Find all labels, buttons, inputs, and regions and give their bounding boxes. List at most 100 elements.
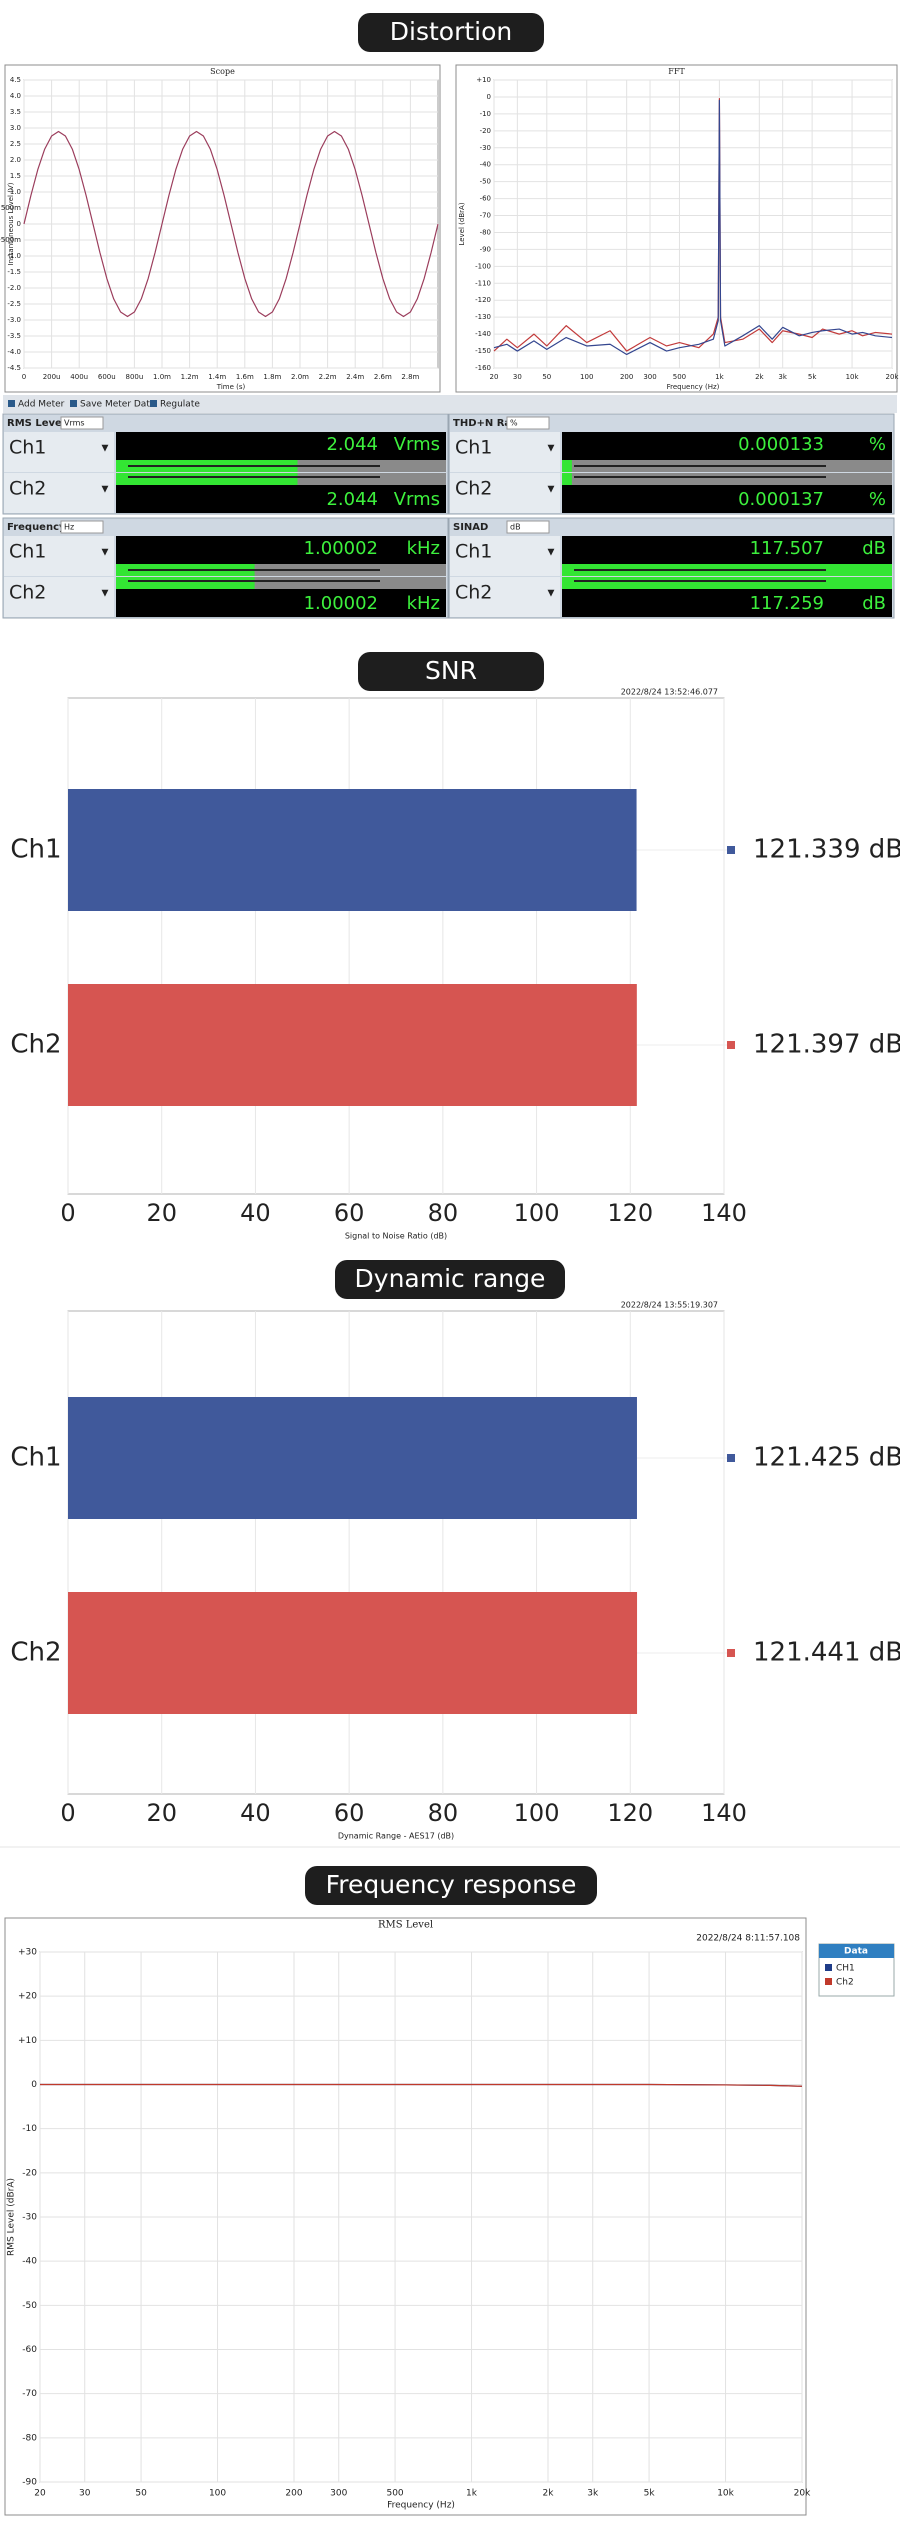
y-tick-label: -20 — [22, 2168, 37, 2178]
x-axis-label: Frequency (Hz) — [387, 2501, 455, 2511]
channel-label: Ch1 — [455, 541, 492, 563]
y-tick-label: -1.5 — [7, 268, 21, 276]
channel-dropdown[interactable]: ▼ — [102, 548, 109, 558]
x-tick-label: 2.8m — [401, 373, 419, 381]
x-tick-label: 50 — [542, 373, 551, 381]
meter-unit: Vrms — [394, 489, 440, 510]
x-tick-label: 1.0m — [153, 373, 171, 381]
x-tick-label: 1k — [466, 2489, 478, 2499]
y-tick-label: +10 — [476, 76, 491, 84]
y-tick-label: -3.5 — [7, 332, 21, 340]
y-tick-label: -10 — [22, 2124, 37, 2134]
legend-swatch — [825, 1964, 832, 1971]
toolbar-icon — [70, 400, 77, 407]
x-tick-label: 120 — [607, 1799, 653, 1827]
x-tick-label: 20 — [490, 373, 499, 381]
channel-cell — [4, 432, 114, 472]
y-tick-label: +20 — [18, 1992, 37, 2002]
x-tick-label: 140 — [701, 1799, 747, 1827]
y-tick-label: 3.0 — [10, 124, 21, 132]
meter-bar — [562, 473, 572, 485]
x-tick-label: 1.2m — [181, 373, 199, 381]
value-label: 121.397 dB — [753, 1030, 900, 1060]
legend-label: Ch2 — [836, 1978, 854, 1988]
section-heading: Frequency response — [326, 1870, 577, 1899]
x-tick-label: 20 — [34, 2489, 46, 2499]
series-line — [40, 2083, 803, 2087]
channel-cell — [450, 432, 560, 472]
unit-select[interactable] — [60, 416, 104, 430]
y-tick-label: 2.0 — [10, 156, 21, 164]
y-tick-label: 0 — [17, 220, 21, 228]
y-tick-label: -110 — [475, 279, 491, 287]
x-axis-label: Frequency (Hz) — [667, 383, 720, 391]
meter-unit: dB — [862, 538, 886, 559]
x-tick-label: 300 — [330, 2489, 347, 2499]
bar — [68, 789, 637, 911]
chart-panel — [67, 697, 725, 1195]
category-label: Ch2 — [10, 1638, 61, 1668]
y-tick-label: -70 — [480, 212, 491, 220]
x-tick-label: 20 — [146, 1199, 177, 1227]
category-label: Ch1 — [10, 1443, 61, 1473]
channel-dropdown[interactable]: ▼ — [548, 589, 555, 599]
channel-dropdown[interactable]: ▼ — [102, 589, 109, 599]
chart-title: RMS Level — [378, 1920, 433, 1931]
unit-select-text: Hz — [64, 523, 74, 532]
x-axis-label: Signal to Noise Ratio (dB) — [345, 1232, 447, 1241]
y-tick-label: -40 — [22, 2257, 37, 2267]
x-tick-label: 60 — [334, 1799, 365, 1827]
category-label: Ch1 — [10, 835, 61, 865]
y-tick-label: -1.0 — [7, 252, 21, 260]
channel-cell — [4, 536, 114, 576]
chart-panel — [67, 1310, 725, 1795]
x-tick-label: 2.2m — [319, 373, 337, 381]
channel-dropdown[interactable]: ▼ — [102, 485, 109, 495]
toolbar-button[interactable]: Save Meter Data — [80, 400, 155, 410]
meter-bar — [562, 460, 572, 472]
channel-dropdown[interactable]: ▼ — [548, 444, 555, 454]
y-tick-label: -500m — [0, 236, 21, 244]
channel-dropdown[interactable]: ▼ — [548, 485, 555, 495]
channel-label: Ch2 — [455, 478, 492, 500]
meter-bar-track — [562, 473, 892, 485]
x-tick-label: 2.4m — [346, 373, 364, 381]
legend-swatch — [727, 1041, 735, 1049]
x-tick-label: 3k — [587, 2489, 599, 2499]
x-tick-label: 20k — [886, 373, 900, 381]
legend-swatch — [825, 1978, 832, 1985]
meter-title: SINAD — [453, 522, 488, 533]
x-tick-label: 100 — [514, 1799, 560, 1827]
channel-dropdown[interactable]: ▼ — [102, 444, 109, 454]
legend-title: Data — [844, 1947, 868, 1957]
unit-select[interactable] — [60, 520, 104, 534]
x-tick-label: 20 — [146, 1799, 177, 1827]
section-heading: SNR — [425, 656, 477, 685]
x-tick-label: 140 — [701, 1199, 747, 1227]
x-axis-label: Dynamic Range - AES17 (dB) — [338, 1832, 454, 1841]
bar — [68, 984, 637, 1106]
unit-select[interactable] — [506, 520, 550, 534]
y-tick-label: +10 — [18, 2036, 37, 2046]
x-tick-label: 200 — [620, 373, 633, 381]
toolbar-button[interactable]: Add Meter — [18, 400, 65, 410]
x-tick-label: 400u — [70, 373, 88, 381]
x-tick-label: 1.4m — [208, 373, 226, 381]
y-tick-label: -4.5 — [7, 364, 21, 372]
meter-toolbar — [3, 395, 897, 413]
meter-bar — [116, 473, 298, 485]
y-tick-label: 0 — [487, 93, 491, 101]
y-axis-label: Instantaneous Level (V) — [7, 182, 15, 265]
meter-unit: kHz — [407, 538, 440, 559]
x-tick-label: 300 — [643, 373, 656, 381]
channel-dropdown[interactable]: ▼ — [548, 548, 555, 558]
category-label: Ch2 — [10, 1030, 61, 1060]
x-tick-label: 20k — [794, 2489, 811, 2499]
toolbar-button[interactable]: Regulate — [160, 400, 200, 410]
y-tick-label: -80 — [480, 228, 491, 236]
y-tick-label: -90 — [480, 245, 491, 253]
y-tick-label: -60 — [22, 2345, 37, 2355]
unit-select[interactable] — [506, 416, 550, 430]
meter-bar — [116, 577, 255, 589]
